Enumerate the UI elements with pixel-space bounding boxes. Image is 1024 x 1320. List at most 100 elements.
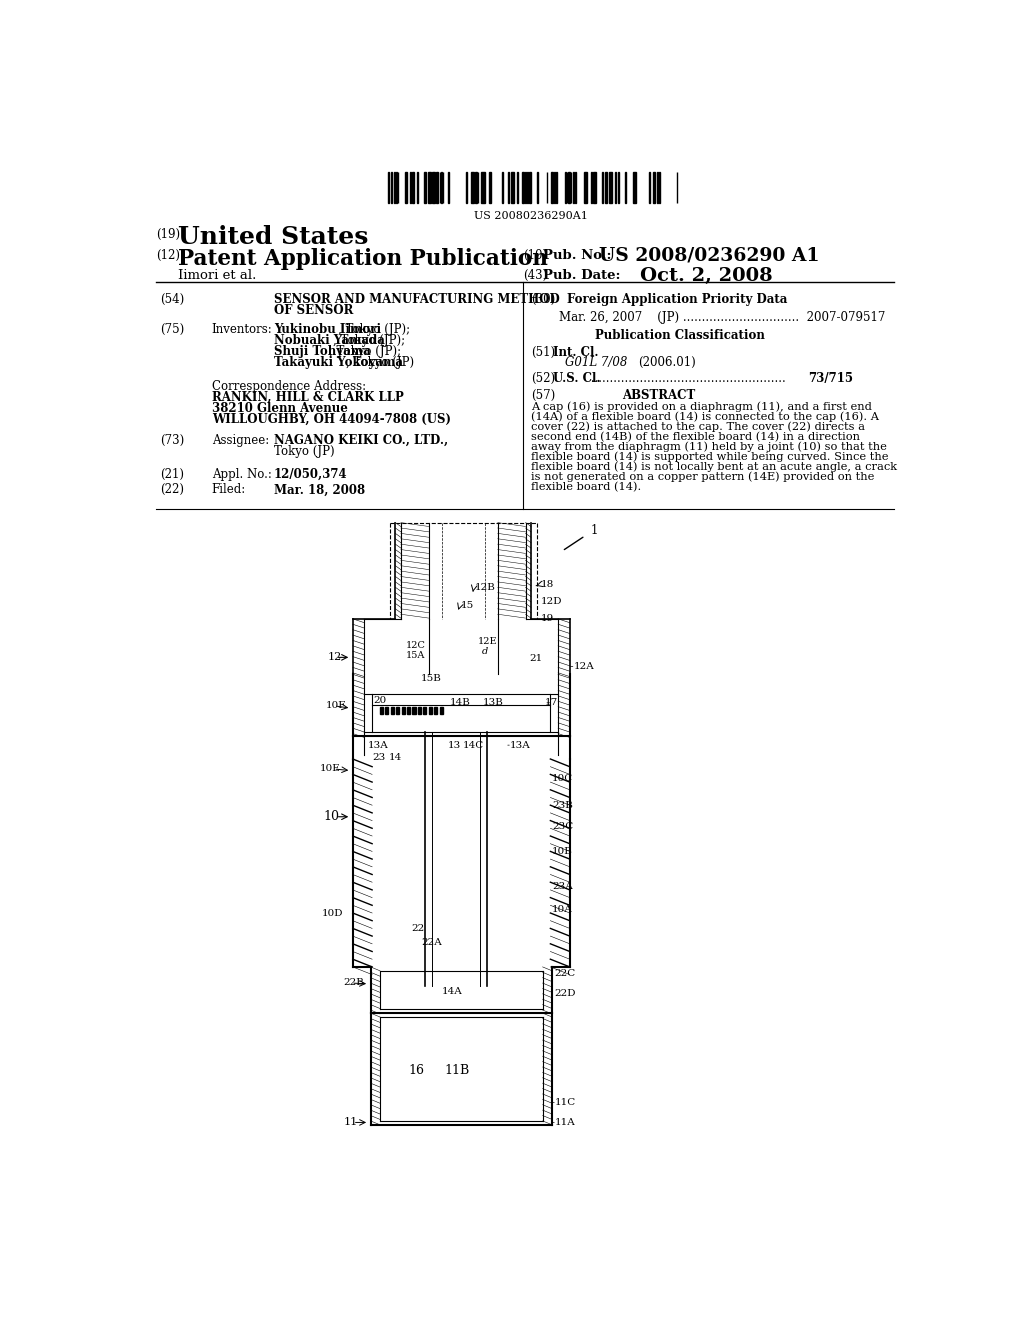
Text: 10D: 10D [322, 908, 343, 917]
Text: 11A: 11A [555, 1118, 575, 1127]
Bar [418, 706, 421, 714]
Text: 22C: 22C [554, 969, 575, 978]
Bar [604, 173, 607, 203]
Text: Nobuaki Yamada: Nobuaki Yamada [273, 334, 385, 347]
Bar [502, 173, 503, 203]
Text: second end (14B) of the flexible board (14) in a direction: second end (14B) of the flexible board (… [531, 432, 860, 442]
Text: 73/715: 73/715 [809, 372, 853, 384]
Text: (2006.01): (2006.01) [638, 356, 695, 370]
Text: , Tokyo (JP);: , Tokyo (JP); [329, 345, 401, 358]
Bar [475, 173, 477, 203]
Bar [413, 706, 416, 714]
Bar [385, 706, 388, 714]
Text: Foreign Application Priority Data: Foreign Application Priority Data [566, 293, 787, 306]
Bar [380, 706, 383, 714]
Text: A cap (16) is provided on a diaphragm (11), and a first end: A cap (16) is provided on a diaphragm (1… [531, 401, 871, 412]
Text: 13B: 13B [483, 698, 504, 708]
Text: 14A: 14A [442, 987, 463, 997]
Text: (12): (12) [156, 249, 180, 263]
Text: 12A: 12A [573, 663, 594, 671]
Text: RANKIN, HILL & CLARK LLP: RANKIN, HILL & CLARK LLP [212, 391, 403, 404]
Bar [424, 173, 426, 203]
Text: 10: 10 [324, 810, 339, 824]
Bar [633, 173, 636, 203]
Text: is not generated on a copper pattern (14E) provided on the: is not generated on a copper pattern (14… [531, 471, 874, 482]
Text: 12E: 12E [478, 638, 498, 647]
Bar [529, 173, 531, 203]
Text: flexible board (14) is not locally bent at an acute angle, a crack: flexible board (14) is not locally bent … [531, 462, 897, 473]
Text: Tokyo (JP): Tokyo (JP) [273, 445, 334, 458]
Text: 12C: 12C [406, 642, 425, 651]
Text: 10A: 10A [552, 904, 572, 913]
Text: d: d [482, 647, 488, 656]
Text: 19: 19 [541, 614, 554, 623]
Text: 21: 21 [529, 655, 543, 664]
Text: Assignee:: Assignee: [212, 434, 269, 447]
Text: 15B: 15B [421, 675, 441, 684]
Text: 1: 1 [591, 524, 598, 537]
Text: 22A: 22A [421, 937, 441, 946]
Text: 13: 13 [449, 741, 462, 750]
Text: G01L 7/08: G01L 7/08 [565, 356, 628, 370]
Text: 13A: 13A [369, 741, 389, 750]
Text: 13A: 13A [509, 741, 530, 750]
Text: (19): (19) [156, 227, 180, 240]
Text: , Tokyo (JP);: , Tokyo (JP); [338, 323, 410, 337]
Text: Mar. 26, 2007    (JP) ...............................  2007-079517: Mar. 26, 2007 (JP) .....................… [559, 312, 886, 323]
Text: SENSOR AND MANUFACTURING METHOD: SENSOR AND MANUFACTURING METHOD [273, 293, 559, 306]
Text: 15: 15 [461, 601, 474, 610]
Text: US 2008/0236290 A1: US 2008/0236290 A1 [599, 247, 819, 265]
Bar [522, 173, 524, 203]
Text: Patent Application Publication: Patent Application Publication [178, 248, 548, 269]
Bar [412, 173, 414, 203]
Text: Pub. Date:: Pub. Date: [543, 268, 621, 281]
Text: 12B: 12B [474, 583, 496, 591]
Text: 10C: 10C [552, 774, 573, 783]
Bar [489, 173, 492, 203]
Text: 23B: 23B [552, 801, 572, 809]
Bar [593, 173, 596, 203]
Text: flexible board (14) is supported while being curved. Since the: flexible board (14) is supported while b… [531, 451, 889, 462]
Bar [435, 173, 438, 203]
Text: 22D: 22D [554, 990, 575, 998]
Bar [401, 706, 404, 714]
Text: (75): (75) [161, 323, 184, 337]
Text: 38210 Glenn Avenue: 38210 Glenn Avenue [212, 401, 347, 414]
Text: 11: 11 [343, 1118, 357, 1127]
Text: 15A: 15A [406, 651, 425, 660]
Bar [608, 173, 611, 203]
Text: Appl. No.:: Appl. No.: [212, 469, 271, 480]
Text: flexible board (14).: flexible board (14). [531, 482, 641, 492]
Text: 10F: 10F [326, 701, 346, 710]
Text: 14C: 14C [463, 741, 484, 750]
Bar [466, 173, 467, 203]
Bar [511, 173, 514, 203]
Text: , Tokyo (JP);: , Tokyo (JP); [334, 334, 406, 347]
Bar [388, 173, 389, 203]
Bar [551, 173, 554, 203]
Bar [439, 706, 442, 714]
Text: (51): (51) [531, 346, 555, 359]
Text: cover (22) is attached to the cap. The cover (22) directs a: cover (22) is attached to the cap. The c… [531, 422, 865, 433]
Bar [432, 173, 435, 203]
Bar [471, 173, 474, 203]
Bar [434, 706, 437, 714]
Text: (52): (52) [531, 372, 555, 384]
Bar [584, 173, 587, 203]
Text: 14B: 14B [450, 698, 470, 708]
Text: 12/050,374: 12/050,374 [273, 469, 347, 480]
Text: 23: 23 [372, 752, 385, 762]
Bar [391, 173, 392, 203]
Text: , Tokyo (JP): , Tokyo (JP) [346, 355, 415, 368]
Text: U.S. Cl.: U.S. Cl. [553, 372, 600, 384]
Text: (10): (10) [523, 249, 548, 263]
Text: Inventors:: Inventors: [212, 323, 272, 337]
Bar [396, 706, 399, 714]
Text: 11C: 11C [555, 1098, 577, 1107]
Bar [423, 706, 426, 714]
Text: ABSTRACT: ABSTRACT [623, 389, 695, 403]
Text: 22B: 22B [343, 978, 365, 987]
Text: 12D: 12D [541, 597, 562, 606]
Text: Shuji Tohyama: Shuji Tohyama [273, 345, 371, 358]
Text: (14A) of a flexible board (14) is connected to the cap (16). A: (14A) of a flexible board (14) is connec… [531, 412, 879, 422]
